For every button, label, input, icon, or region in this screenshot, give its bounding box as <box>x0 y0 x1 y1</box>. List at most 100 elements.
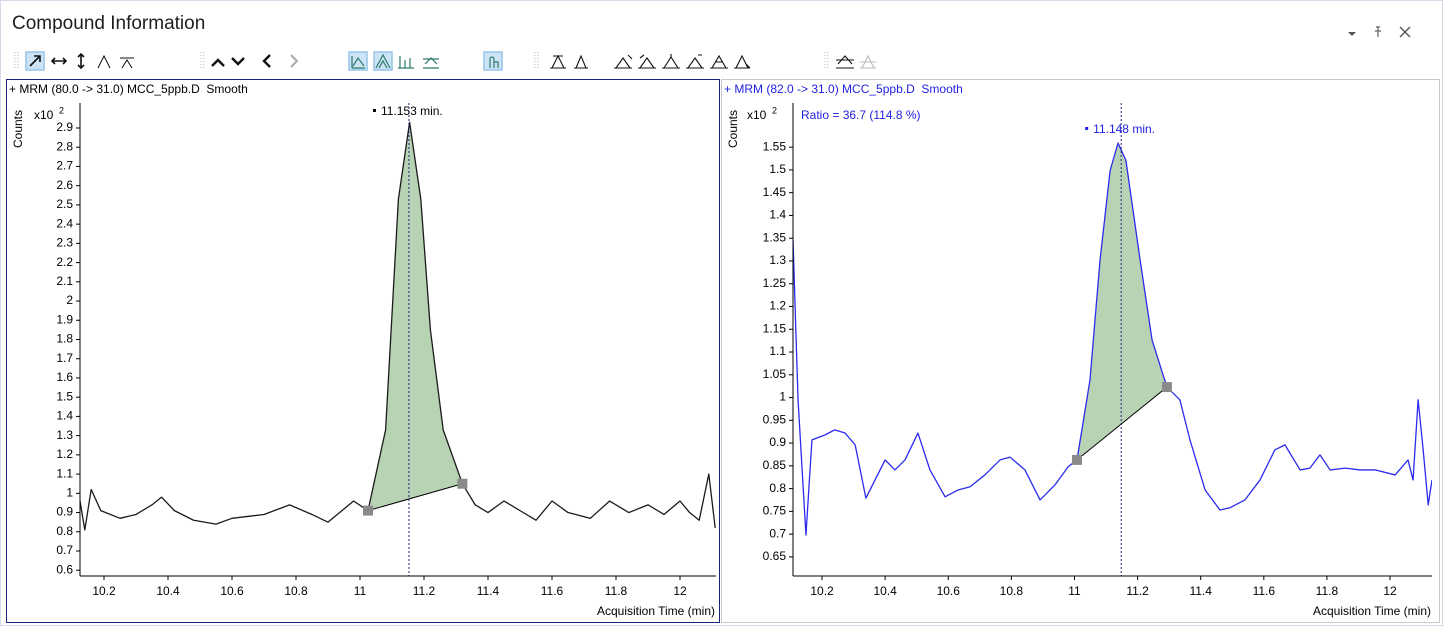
zoom-y-button[interactable] <box>77 52 85 70</box>
y-exponent: 2 <box>772 105 777 115</box>
y-tick-label: 2.5 <box>56 197 73 211</box>
x-tick-label: 10.6 <box>937 584 961 598</box>
y-tick-label: 1.9 <box>56 312 73 326</box>
peak-button[interactable] <box>97 54 111 69</box>
y-multiplier: x10 <box>747 108 767 122</box>
integrate-button-7[interactable] <box>710 54 728 69</box>
x-tick-label: 11 <box>354 584 367 598</box>
bars-button[interactable] <box>398 56 414 69</box>
down-button[interactable] <box>231 57 245 66</box>
plot-area <box>793 103 1432 576</box>
y-tick-label: 0.9 <box>56 505 73 519</box>
y-tick-label: 1.8 <box>56 332 73 346</box>
ratio-note: Ratio = 36.7 (114.8 %) <box>801 108 921 122</box>
x-tick-label: 11.2 <box>413 584 436 598</box>
y-tick-label: 0.8 <box>56 524 73 538</box>
close-button[interactable] <box>1399 26 1411 38</box>
integrate-button-6[interactable] <box>686 54 704 69</box>
x-tick-label: 11.6 <box>1253 584 1276 598</box>
x-tick-label: 11.2 <box>1126 584 1149 598</box>
y-tick-label: 1.6 <box>56 370 73 384</box>
y-tick-label: 0.7 <box>769 526 786 540</box>
x-axis-label: Acquisition Time (min) <box>1313 604 1431 618</box>
annotation-dot <box>1085 127 1089 130</box>
baseline-button[interactable] <box>120 57 134 69</box>
integrate-button-4[interactable] <box>638 54 656 69</box>
retention-time-label: 11.153 min. <box>381 104 443 118</box>
integrate-button-10[interactable] <box>860 54 876 69</box>
x-tick-label: 11.4 <box>1189 584 1212 598</box>
dropdown-button[interactable] <box>1348 32 1356 36</box>
integrate-button-1[interactable] <box>550 54 566 69</box>
y-tick-label: 1.2 <box>769 299 786 313</box>
chart-panel-right <box>721 79 1440 623</box>
y-tick-label: 1.7 <box>56 351 73 365</box>
y-tick-label: 1.2 <box>56 447 73 461</box>
y-tick-label: 1.05 <box>763 367 787 381</box>
y-tick-label: 0.85 <box>763 458 787 472</box>
manual-integrate-button[interactable] <box>483 51 503 71</box>
y-tick-label: 2.6 <box>56 178 73 192</box>
previous-button[interactable] <box>262 54 271 68</box>
y-tick-label: 1.5 <box>769 162 786 176</box>
y-tick-label: 0.7 <box>56 543 73 557</box>
y-tick-label: 2.7 <box>56 159 73 173</box>
window-controls <box>1348 26 1411 38</box>
annotation-dot <box>372 109 376 112</box>
integrate-button-8[interactable] <box>734 54 751 69</box>
chart-title: + MRM (82.0 -> 31.0) MCC_5ppb.D Smooth <box>724 82 963 96</box>
y-tick-label: 2.9 <box>56 120 73 134</box>
y-tick-label: 1.45 <box>763 185 787 199</box>
integrate-button-3[interactable] <box>614 54 633 69</box>
y-tick-label: 1.3 <box>56 428 73 442</box>
y-tick-label: 2.8 <box>56 139 73 153</box>
peak-boundary-marker <box>1161 382 1172 393</box>
y-tick-label: 2.1 <box>56 274 73 288</box>
y-tick-label: 1.1 <box>769 344 786 358</box>
next-button[interactable] <box>290 54 299 68</box>
trace-line <box>80 121 716 531</box>
x-tick-label: 10.2 <box>810 584 834 598</box>
y-tick-label: 1.35 <box>763 230 787 244</box>
y-axis-label: Counts <box>11 110 25 148</box>
x-tick-label: 11.6 <box>541 584 564 598</box>
up-button[interactable] <box>211 58 225 67</box>
x-tick-label: 11 <box>1068 584 1081 598</box>
retention-time-label: 11.148 min. <box>1093 122 1155 136</box>
peak-area <box>1077 143 1167 460</box>
y-tick-label: 0.95 <box>763 412 787 426</box>
autoscale-icon <box>29 55 41 67</box>
peak-baseline <box>367 483 463 512</box>
y-exponent: 2 <box>59 105 64 115</box>
x-tick-label: 12 <box>673 584 687 598</box>
x-tick-label: 10.8 <box>1000 584 1024 598</box>
x-tick-label: 10.2 <box>92 584 116 598</box>
zoom-x-button[interactable] <box>50 57 68 65</box>
y-tick-label: 1.1 <box>56 466 73 480</box>
y-tick-label: 1.55 <box>763 139 787 153</box>
plot-area <box>80 103 716 576</box>
y-tick-label: 0.8 <box>769 481 786 495</box>
stack-button[interactable] <box>423 57 439 69</box>
y-tick-label: 0.75 <box>763 504 787 518</box>
y-tick-label: 1.4 <box>769 208 786 222</box>
x-tick-label: 12 <box>1383 584 1397 598</box>
y-tick-label: 1.4 <box>56 409 73 423</box>
integrate-button-2[interactable] <box>574 54 588 69</box>
y-tick-label: 2.2 <box>56 255 73 269</box>
integrate-button-9[interactable] <box>836 55 854 69</box>
x-tick-label: 11.8 <box>605 584 628 598</box>
integrate-button-5[interactable] <box>662 54 680 69</box>
y-tick-label: 2.3 <box>56 236 73 250</box>
peak-boundary-marker <box>363 505 373 516</box>
x-tick-label: 10.8 <box>284 584 308 598</box>
pin-button[interactable] <box>1375 26 1381 37</box>
toolbar-grips <box>14 52 829 70</box>
x-tick-label: 11.4 <box>477 584 500 598</box>
peak-boundary-marker <box>457 478 468 489</box>
x-tick-label: 11.8 <box>1316 584 1339 598</box>
peak-area <box>368 122 463 511</box>
y-tick-label: 0.65 <box>763 549 787 563</box>
peak-boundary-marker <box>1072 454 1082 465</box>
